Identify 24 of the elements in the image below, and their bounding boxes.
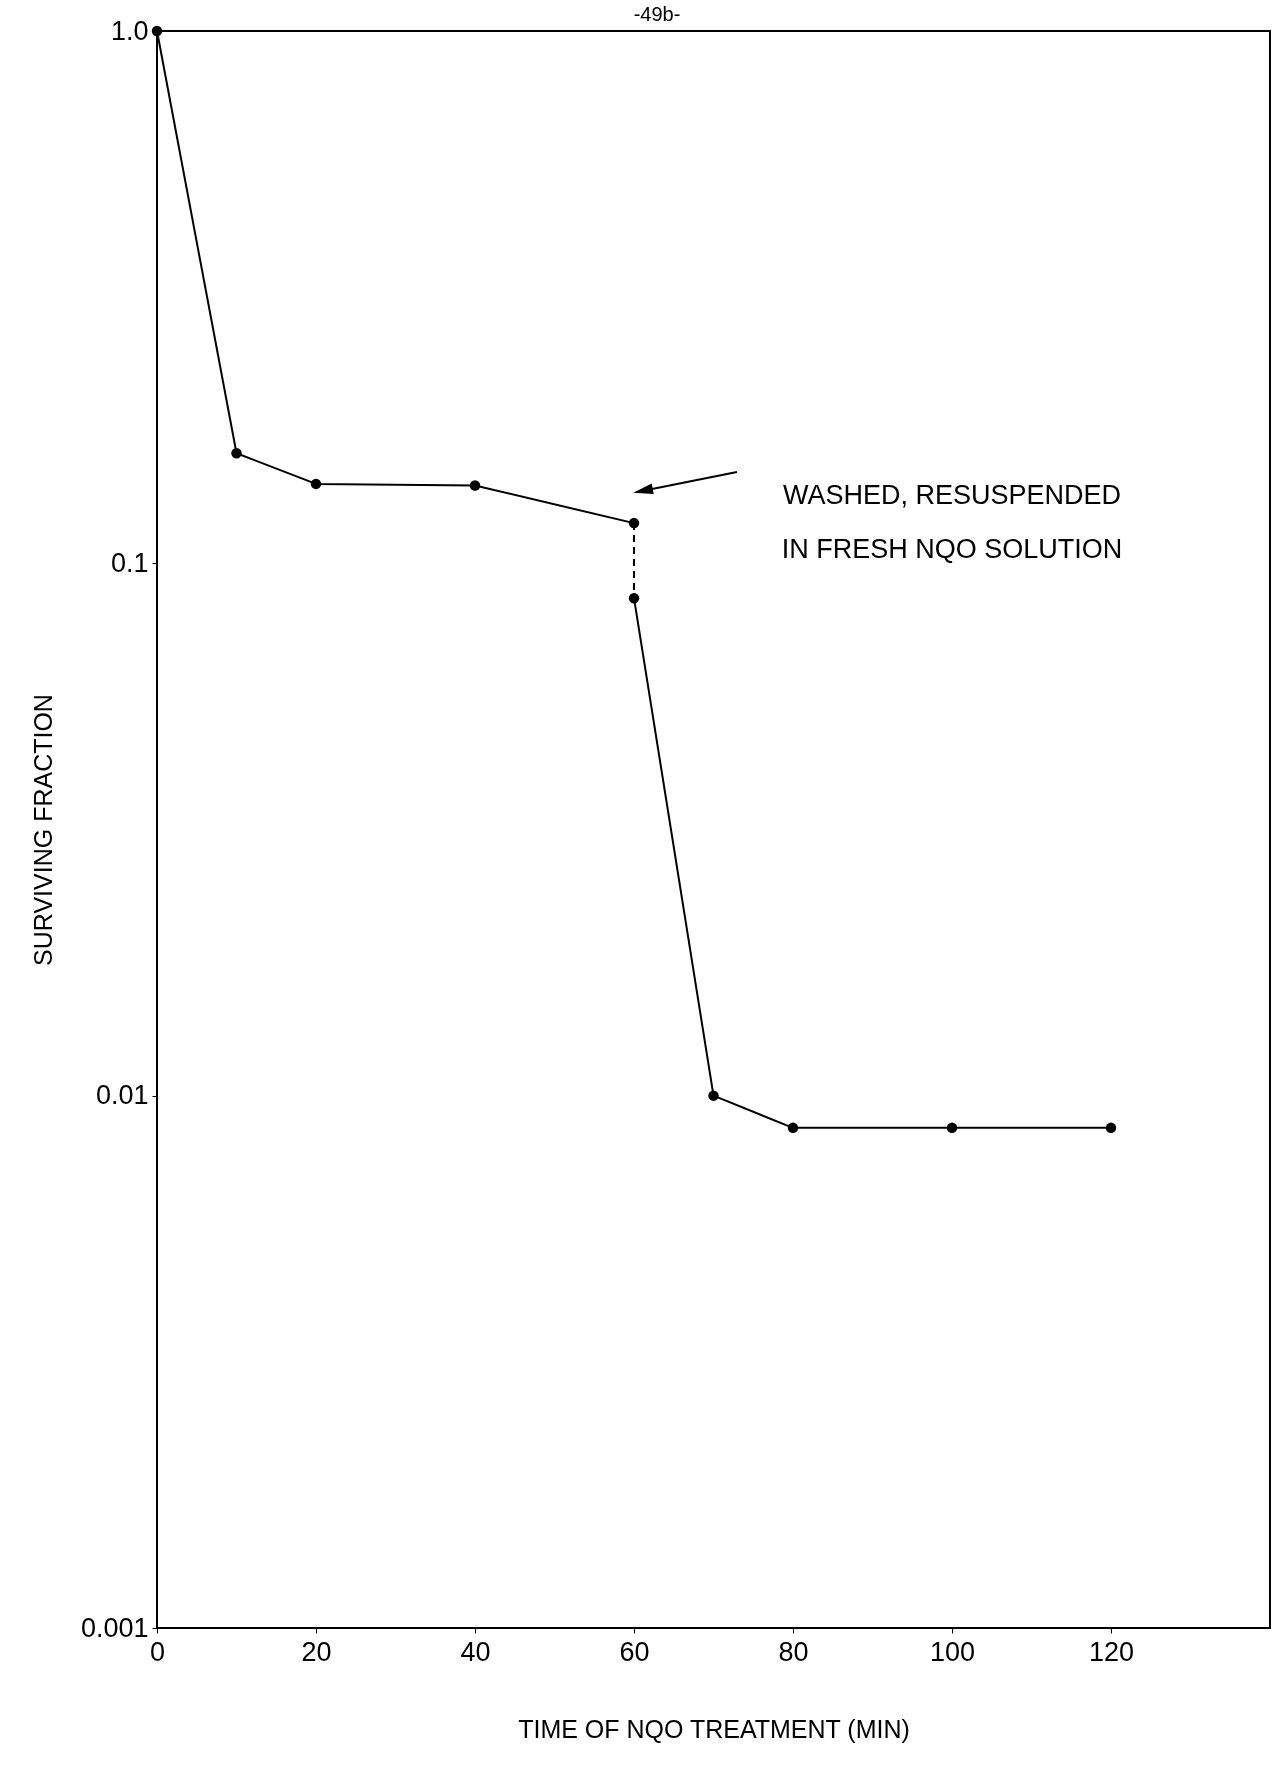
- x-tick-label: 80: [778, 1636, 809, 1667]
- x-tick-label: 60: [619, 1636, 650, 1667]
- point: [310, 478, 322, 490]
- y-tick-label: 0.01: [95, 1080, 149, 1111]
- x-tick-label: 120: [1088, 1636, 1135, 1667]
- point: [628, 592, 640, 604]
- annotation: WASHED, RESUSPENDED IN FRESH NQO SOLUTION: [781, 480, 1123, 564]
- y-tick-label: 0.001: [80, 1612, 149, 1643]
- point: [231, 448, 242, 459]
- x-tick-label: 100: [929, 1636, 976, 1667]
- x-tick-label: 40: [460, 1636, 491, 1667]
- x-axis-title: TIME OF NQO TREATMENT (MIN): [518, 1714, 910, 1743]
- x-tick-label: 0: [149, 1636, 166, 1667]
- y-tick-label: 0.1: [110, 547, 149, 578]
- text: -49b-: [633, 3, 681, 25]
- point: [469, 480, 481, 491]
- x-tick-label: 20: [301, 1636, 332, 1667]
- point: [1105, 1122, 1117, 1134]
- point: [787, 1122, 799, 1134]
- point: [708, 1090, 719, 1101]
- y-axis-title: SURVIVING FRACTION: [28, 694, 57, 966]
- y-tick-label: 1.0: [110, 15, 149, 46]
- point: [946, 1122, 958, 1134]
- point: [151, 25, 163, 37]
